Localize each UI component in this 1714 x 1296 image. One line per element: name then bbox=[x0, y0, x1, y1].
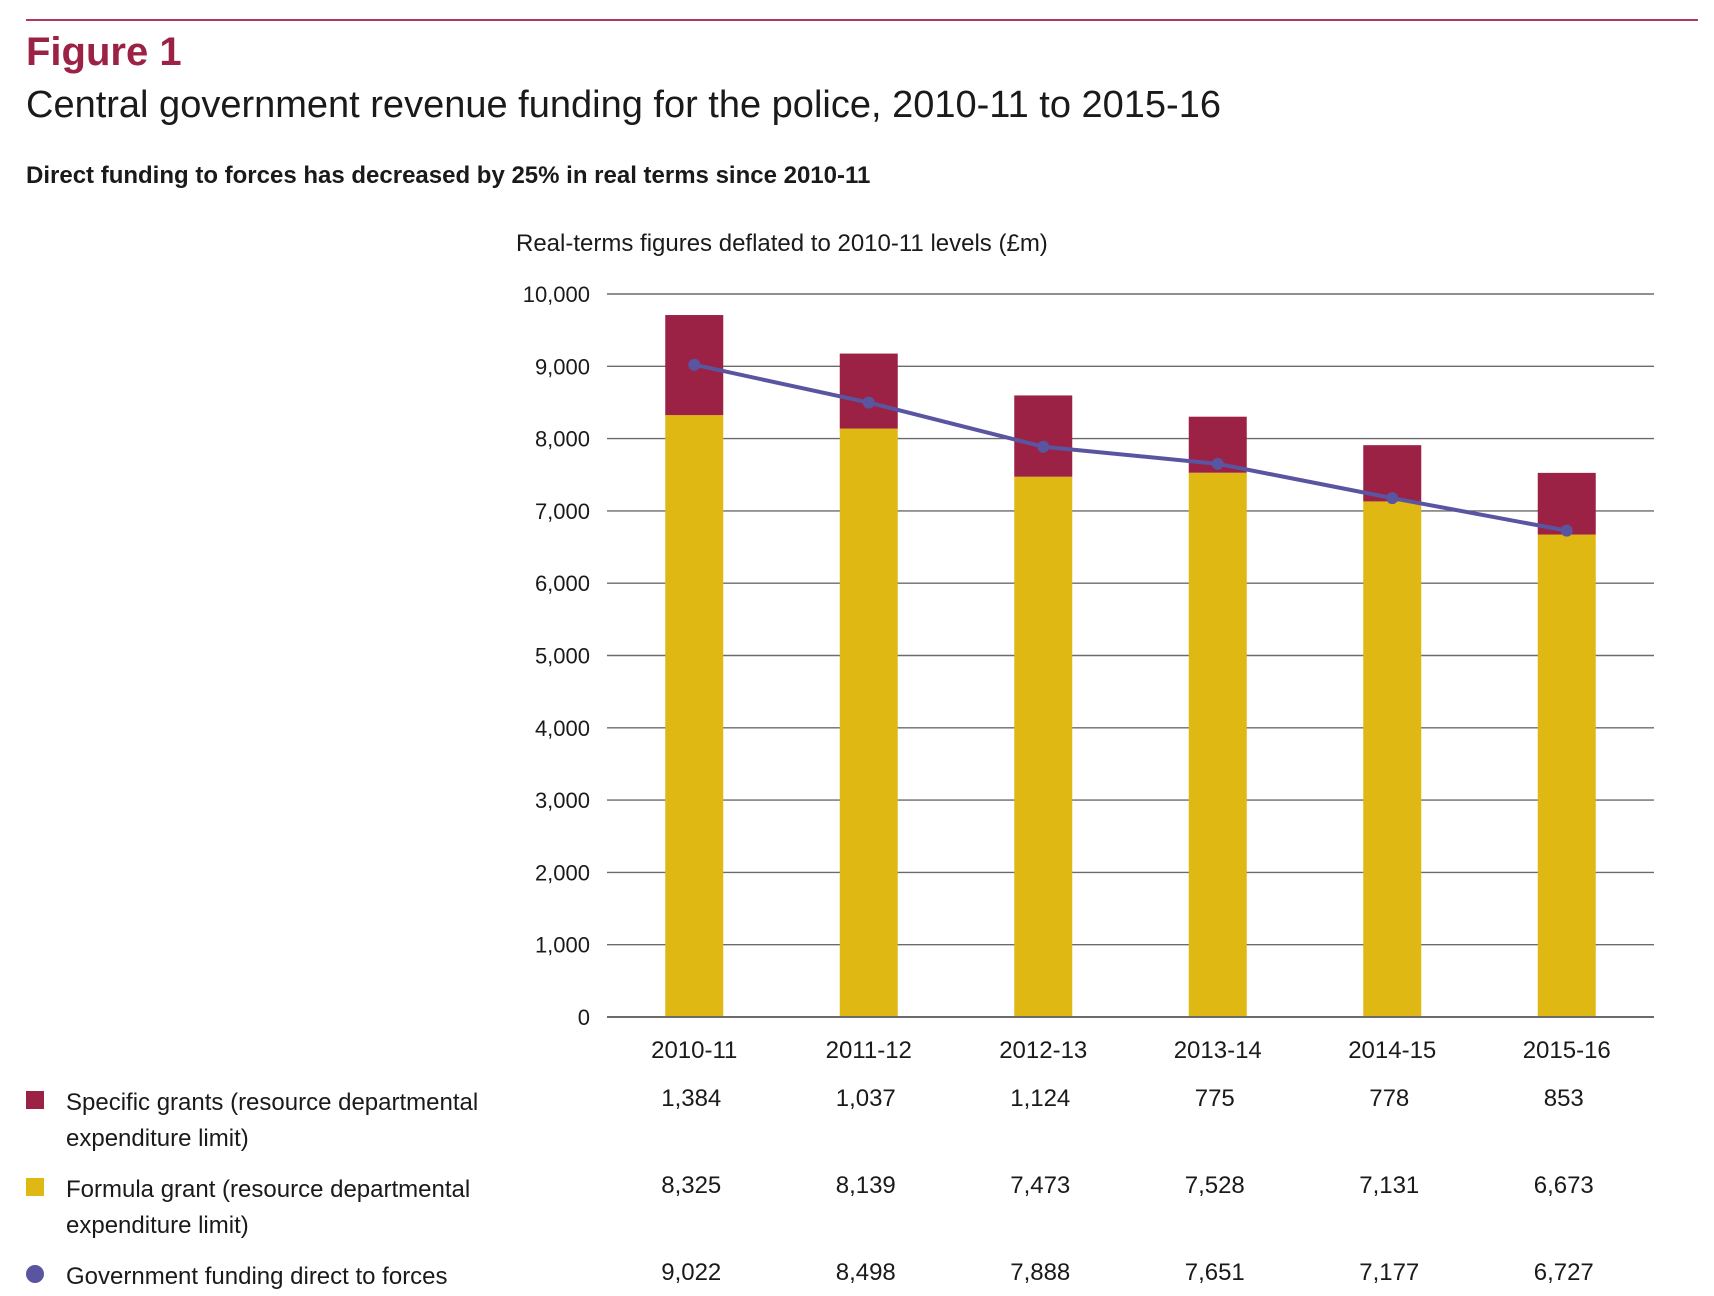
y-tick-label: 3,000 bbox=[535, 788, 590, 813]
specific-grants-bar bbox=[1363, 445, 1422, 502]
x-tick-label: 2014-15 bbox=[1348, 1037, 1436, 1064]
specific-grants-value: 778 bbox=[1369, 1085, 1410, 1112]
y-tick-label: 1,000 bbox=[535, 933, 590, 958]
direct-funding-value: 7,651 bbox=[1184, 1259, 1245, 1286]
chart-subtitle: Direct funding to forces has decreased b… bbox=[26, 162, 871, 189]
direct-funding-point bbox=[1037, 440, 1050, 453]
specific-grants-bar bbox=[839, 353, 898, 429]
specific-grants-bar bbox=[1537, 472, 1596, 535]
x-tick-label: 2010-11 bbox=[651, 1037, 737, 1064]
y-tick-label: 2,000 bbox=[535, 860, 590, 885]
legend-label-specific-grants: Specific grants (resource departmental e… bbox=[66, 1089, 479, 1152]
direct-funding-point bbox=[1211, 457, 1224, 470]
y-tick-label: 8,000 bbox=[535, 427, 590, 452]
chart-title: Central government revenue funding for t… bbox=[26, 84, 1221, 126]
legend-label-direct-funding: Government funding direct to forces bbox=[66, 1263, 448, 1290]
formula-grant-value: 6,673 bbox=[1533, 1172, 1594, 1199]
direct-funding-value: 9,022 bbox=[661, 1259, 722, 1286]
x-tick-label: 2013-14 bbox=[1174, 1037, 1262, 1064]
formula-grant-value: 8,325 bbox=[661, 1172, 722, 1199]
x-tick-label: 2015-16 bbox=[1523, 1037, 1611, 1064]
specific-grants-value: 1,384 bbox=[661, 1085, 722, 1112]
direct-funding-value: 6,727 bbox=[1533, 1259, 1594, 1286]
direct-funding-value: 7,888 bbox=[1010, 1259, 1071, 1286]
formula-grant-bar bbox=[1014, 476, 1073, 1017]
formula-grant-bar bbox=[1188, 472, 1247, 1017]
direct-funding-point bbox=[1386, 492, 1399, 505]
specific-grants-value: 1,037 bbox=[835, 1085, 896, 1112]
figure-label: Figure 1 bbox=[26, 30, 182, 74]
y-tick-label: 0 bbox=[578, 1005, 590, 1030]
specific-grants-value: 775 bbox=[1194, 1085, 1235, 1112]
x-tick-label: 2012-13 bbox=[999, 1037, 1087, 1064]
formula-grant-value: 7,528 bbox=[1184, 1172, 1245, 1199]
direct-funding-value: 8,498 bbox=[835, 1259, 896, 1286]
specific-grants-swatch bbox=[26, 1091, 44, 1109]
formula-grant-value: 7,131 bbox=[1359, 1172, 1420, 1199]
formula-grant-swatch bbox=[26, 1178, 44, 1196]
y-axis-unit-label: Real-terms figures deflated to 2010-11 l… bbox=[516, 230, 1048, 257]
direct-funding-value: 7,177 bbox=[1359, 1259, 1420, 1286]
direct-funding-point bbox=[688, 358, 701, 371]
formula-grant-value: 7,473 bbox=[1010, 1172, 1071, 1199]
formula-grant-bar bbox=[1363, 501, 1422, 1017]
y-tick-label: 10,000 bbox=[523, 282, 590, 307]
specific-grants-value: 853 bbox=[1543, 1085, 1584, 1112]
y-tick-label: 4,000 bbox=[535, 716, 590, 741]
y-tick-label: 6,000 bbox=[535, 571, 590, 596]
y-tick-label: 9,000 bbox=[535, 354, 590, 379]
top-rule bbox=[26, 19, 1698, 21]
direct-funding-swatch bbox=[26, 1265, 44, 1283]
y-tick-label: 5,000 bbox=[535, 644, 590, 669]
formula-grant-bar bbox=[665, 415, 724, 1017]
x-tick-label: 2011-12 bbox=[826, 1037, 912, 1064]
formula-grant-value: 8,139 bbox=[835, 1172, 896, 1199]
direct-funding-line bbox=[693, 362, 1568, 533]
y-tick-label: 7,000 bbox=[535, 499, 590, 524]
legend-label-formula-grant: Formula grant (resource departmental exp… bbox=[66, 1176, 471, 1239]
direct-funding-point bbox=[862, 396, 875, 409]
direct-funding-point bbox=[1560, 524, 1573, 537]
specific-grants-bar bbox=[1014, 395, 1073, 477]
formula-grant-bar bbox=[839, 428, 898, 1017]
specific-grants-value: 1,124 bbox=[1010, 1085, 1071, 1112]
formula-grant-bar bbox=[1537, 534, 1596, 1017]
